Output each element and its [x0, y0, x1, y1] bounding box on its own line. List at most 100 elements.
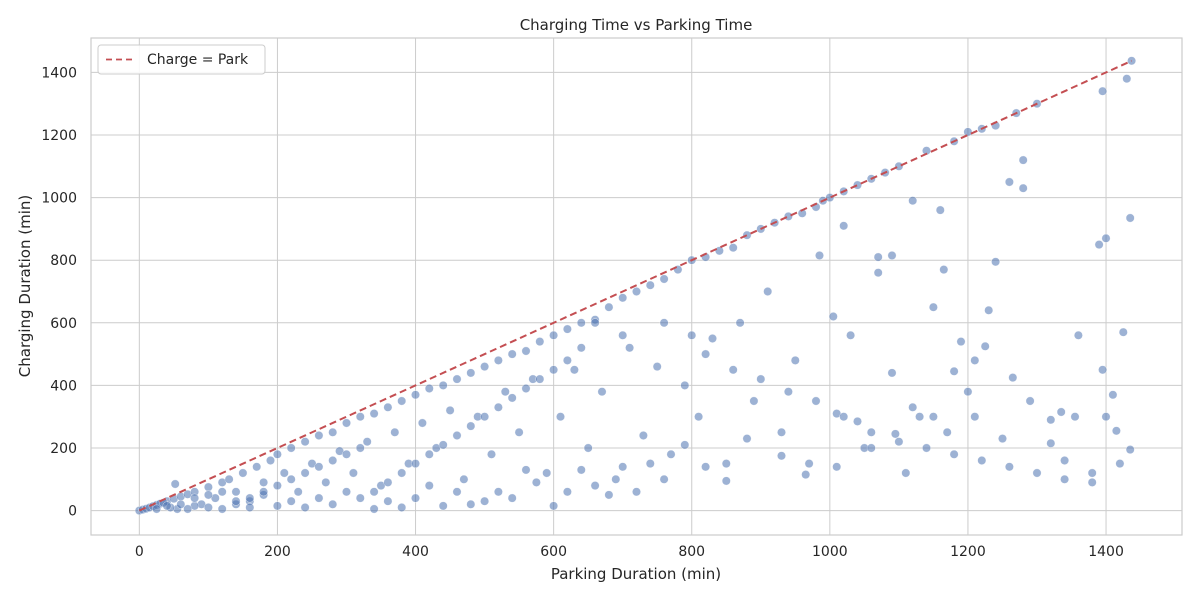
scatter-point	[956, 337, 966, 347]
scatter-point	[459, 474, 469, 484]
scatter-point	[438, 440, 448, 450]
scatter-point	[383, 496, 393, 506]
scatter-point	[569, 365, 579, 375]
scatter-point	[590, 318, 600, 328]
scatter-point	[915, 412, 925, 422]
scatter-point	[1004, 462, 1014, 472]
scatter-point	[873, 268, 883, 278]
reference-line	[138, 59, 1133, 512]
scatter-point	[397, 468, 407, 478]
legend-box	[97, 44, 266, 75]
scatter-point	[687, 330, 697, 340]
scatter-point	[942, 427, 952, 437]
scatter-point	[424, 481, 434, 491]
scatter-point	[894, 161, 904, 171]
scatter-point	[369, 487, 379, 497]
scatter-point	[321, 477, 331, 487]
scatter-point	[549, 501, 559, 511]
scatter-point	[866, 427, 876, 437]
scatter-point	[231, 487, 241, 497]
scatter-point	[217, 487, 227, 497]
scatter-point	[866, 443, 876, 453]
x-tick-label: 600	[540, 544, 567, 560]
scatter-point	[721, 476, 731, 486]
scatter-point	[970, 355, 980, 365]
scatter-point	[535, 374, 545, 384]
scatter-point	[777, 451, 786, 461]
scatter-point	[963, 387, 973, 397]
scatter-point	[597, 387, 607, 397]
scatter-point	[908, 196, 918, 206]
scatter-point	[783, 387, 793, 397]
scatter-point	[777, 427, 786, 437]
scatter-point	[576, 465, 586, 475]
scatter-point	[1018, 183, 1028, 193]
scatter-point	[756, 374, 766, 384]
scatter-point	[1108, 390, 1118, 400]
scatter-point	[815, 251, 824, 260]
scatter-point	[1070, 412, 1080, 422]
scatter-point	[939, 265, 949, 275]
scatter-point	[1004, 177, 1014, 187]
scatter-point	[1046, 415, 1056, 425]
scatter-point	[390, 427, 400, 437]
scatter-point	[493, 487, 503, 497]
scatter-point	[507, 493, 517, 503]
scatter-point	[355, 412, 365, 422]
x-tick-label: 1200	[950, 544, 986, 560]
scatter-point	[272, 481, 282, 491]
scatter-point	[369, 409, 379, 419]
scatter-point	[328, 427, 338, 437]
y-tick-label: 1200	[41, 128, 77, 144]
scatter-point	[645, 459, 655, 469]
scatter-point	[708, 334, 717, 343]
scatter-point	[790, 355, 800, 365]
scatter-point	[666, 449, 676, 459]
scatter-point	[190, 493, 200, 503]
scatter-point	[1025, 396, 1035, 406]
scatter-point	[348, 468, 358, 478]
scatter-point	[238, 468, 248, 478]
scatter-point	[411, 390, 420, 400]
scatter-point	[887, 251, 897, 260]
scatter-point	[618, 330, 628, 340]
y-tick-label: 200	[50, 441, 77, 457]
scatter-point	[783, 211, 793, 221]
scatter-point	[342, 449, 351, 459]
scatter-point	[1118, 327, 1128, 337]
scatter-point	[638, 431, 648, 440]
scatter-point	[314, 462, 324, 472]
y-axis-ticks: 0 200 400 600 800 1000 1200 1400	[41, 65, 77, 519]
scatter-point	[853, 180, 862, 190]
scatter-point	[514, 427, 524, 437]
scatter-point	[583, 443, 593, 453]
scatter-point	[935, 205, 945, 215]
scatter-point	[493, 402, 503, 412]
scatter-point	[480, 362, 490, 372]
scatter-point	[549, 330, 559, 340]
scatter-point	[203, 482, 213, 492]
scatter-point	[977, 456, 987, 465]
x-tick-label: 400	[402, 544, 429, 560]
plot-frame	[90, 37, 1183, 536]
scatter-point	[701, 462, 711, 472]
scatter-point	[742, 434, 752, 444]
scatter-point	[576, 318, 586, 328]
scatter-point	[328, 499, 338, 509]
scatter-point	[1060, 456, 1070, 465]
scatter-point	[500, 387, 510, 397]
scatter-point	[480, 496, 490, 506]
scatter-point	[832, 462, 842, 472]
scatter-point	[300, 503, 310, 512]
scatter-point	[998, 434, 1007, 444]
scatter-point	[314, 431, 324, 440]
x-tick-label: 0	[135, 544, 144, 560]
scatter-point	[562, 487, 572, 497]
scatter-point	[314, 493, 324, 503]
scatter-point	[839, 221, 849, 231]
scatter-point	[417, 418, 427, 428]
scatter-point	[721, 459, 731, 469]
scatter-point	[452, 374, 462, 384]
scatter-point	[466, 368, 476, 378]
